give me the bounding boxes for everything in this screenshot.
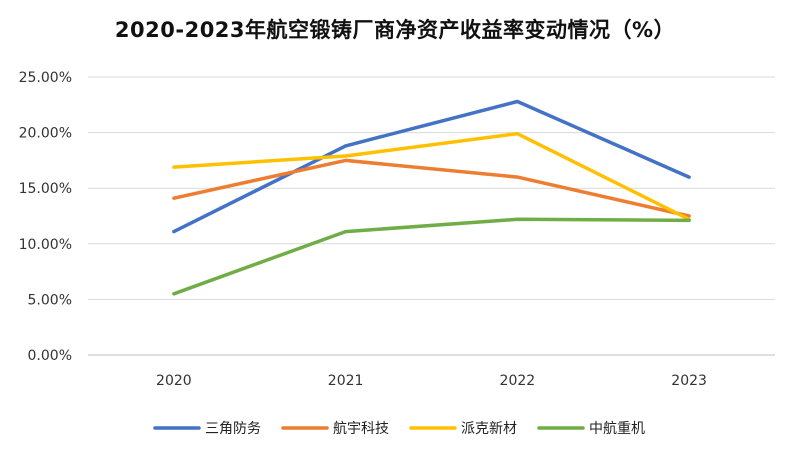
y-tick-label: 10.00% — [19, 237, 72, 253]
axes: 0.00% 5.00% 10.00% 15.00% 20.00% 25.00% 2020 20… — [19, 70, 707, 389]
gridlines — [88, 76, 775, 356]
y-tick-label: 15.00% — [19, 181, 72, 197]
x-tick-label: 2020 — [156, 373, 192, 389]
legend-label-1: 航宇科技 — [333, 421, 389, 437]
legend-label-3: 中航重机 — [589, 421, 645, 437]
x-tick-label: 2022 — [500, 373, 536, 389]
legend: 三角防务 航宇科技 派克新材 中航重机 — [153, 421, 645, 437]
series-lines — [172, 99, 691, 296]
y-tick-label: 5.00% — [28, 292, 72, 308]
chart-title: 2020-2023年航空锻铸厂商净资产收益率变动情况（%） — [114, 18, 676, 42]
series-line-2 — [172, 131, 691, 222]
x-tick-label: 2023 — [671, 373, 707, 389]
series-line-3 — [172, 217, 691, 296]
x-tick-label: 2021 — [328, 373, 364, 389]
series-line-0 — [172, 99, 691, 234]
legend-label-2: 派克新材 — [461, 421, 517, 437]
y-tick-label: 0.00% — [28, 348, 72, 364]
legend-label-0: 三角防务 — [205, 421, 261, 437]
y-tick-label: 20.00% — [19, 126, 72, 142]
series-line-1 — [172, 158, 691, 218]
y-tick-label: 25.00% — [19, 70, 72, 86]
